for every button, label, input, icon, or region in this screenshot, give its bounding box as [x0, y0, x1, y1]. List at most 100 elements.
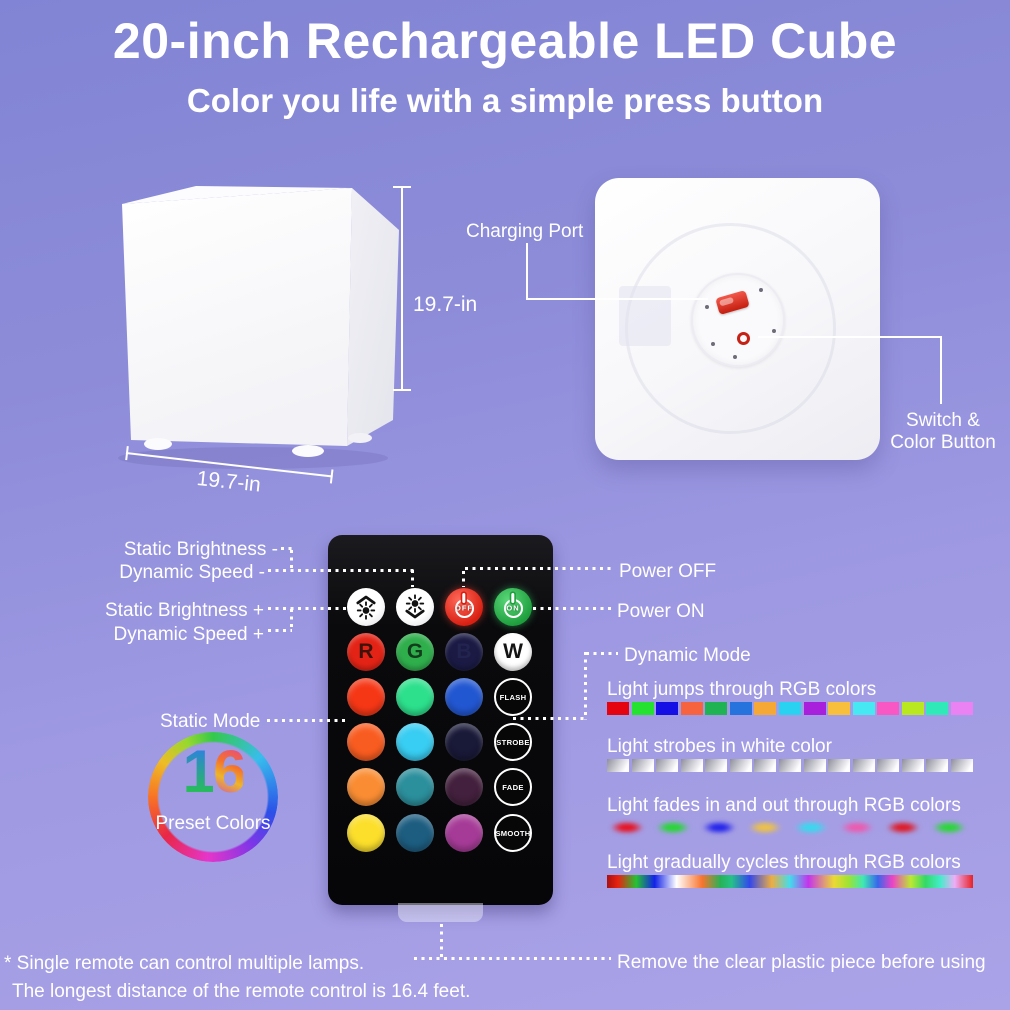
cube-front-view-image — [118, 186, 399, 469]
color-block — [656, 702, 679, 715]
switch-color-button-label: Switch & Color Button — [890, 410, 996, 454]
power-off-label: Power OFF — [619, 561, 717, 582]
callout-dots — [584, 652, 587, 720]
callout-dots — [513, 717, 586, 720]
clear-plastic-tab — [398, 903, 483, 922]
mode-cycle: Light gradually cycles through RGB color… — [607, 852, 973, 888]
color-block — [901, 702, 924, 715]
color-button — [737, 332, 750, 345]
mode-strobe: Light strobes in white color — [607, 736, 973, 772]
height-dimension-label: 19.7-in — [413, 293, 478, 316]
footnote-line1: * Single remote can control multiple lam… — [4, 953, 365, 974]
mode-strobe-label: Light strobes in white color — [607, 736, 832, 757]
strobe-block — [680, 759, 703, 772]
color-block — [680, 702, 703, 715]
mode-button-strobe: STROBE — [494, 723, 532, 761]
callout-dots — [414, 957, 611, 960]
switch-leader — [940, 336, 942, 404]
preset-caption: Preset Colors — [155, 813, 271, 834]
mode-cycle-label: Light gradually cycles through RGB color… — [607, 852, 961, 873]
callout-dots — [290, 609, 293, 631]
mode-cycle-strip — [607, 875, 973, 888]
callout-dots — [268, 607, 347, 610]
mode-strobe-strip — [607, 759, 973, 772]
color-button — [445, 814, 483, 852]
color-block — [607, 702, 630, 715]
color-button — [347, 678, 385, 716]
dynamic-speed-minus-label: Dynamic Speed - — [119, 562, 265, 583]
mode-fade-strip — [607, 820, 973, 835]
color-button — [396, 723, 434, 761]
remote-control-image: OFF ON R G B W FLASH STROBE FADE SMOOTH — [328, 535, 553, 905]
dynamic-mode-label: Dynamic Mode — [624, 645, 751, 666]
strobe-block — [926, 759, 949, 772]
color-button — [396, 678, 434, 716]
power-off-button: OFF — [445, 588, 483, 626]
mode-jump: Light jumps through RGB colors — [607, 679, 973, 715]
mode-button-smooth: SMOOTH — [494, 814, 532, 852]
color-button — [347, 768, 385, 806]
fade-blob — [699, 820, 739, 835]
strobe-block — [803, 759, 826, 772]
strobe-block — [754, 759, 777, 772]
callout-dots — [281, 547, 295, 550]
preset-colors-ring — [148, 732, 278, 862]
color-block — [828, 702, 851, 715]
color-block — [705, 702, 728, 715]
callout-dots — [440, 924, 443, 959]
strobe-block — [705, 759, 728, 772]
callout-dots — [268, 629, 292, 632]
brightness-up-button — [347, 588, 385, 626]
fade-blob — [929, 820, 969, 835]
strobe-block — [828, 759, 851, 772]
letter-button-g: G — [396, 633, 434, 671]
strobe-block — [901, 759, 924, 772]
static-brightness-minus-label: Static Brightness - — [123, 539, 278, 560]
page-subtitle: Color you life with a simple press butto… — [186, 82, 824, 119]
strobe-block — [950, 759, 973, 772]
color-block — [926, 702, 949, 715]
fade-blob — [745, 820, 785, 835]
fade-blob — [837, 820, 877, 835]
charging-port-leader — [526, 298, 708, 300]
callout-dots — [268, 569, 415, 572]
color-button — [396, 768, 434, 806]
callout-dots — [586, 652, 618, 655]
color-button — [347, 814, 385, 852]
letter-button-b: B — [445, 633, 483, 671]
color-block — [754, 702, 777, 715]
dimension-cap — [393, 389, 411, 391]
page-title: 20-inch Rechargeable LED Cube — [112, 13, 898, 69]
bottom-side-tab — [619, 286, 671, 346]
color-block — [852, 702, 875, 715]
dimension-cap — [393, 186, 411, 188]
color-block — [729, 702, 752, 715]
strobe-block — [607, 759, 630, 772]
mode-button-fade: FADE — [494, 768, 532, 806]
control-panel — [691, 273, 785, 367]
fade-blob — [791, 820, 831, 835]
color-block — [877, 702, 900, 715]
color-button — [445, 768, 483, 806]
remove-plastic-note: Remove the clear plastic piece before us… — [617, 952, 986, 973]
mode-fade-label: Light fades in and out through RGB color… — [607, 795, 961, 816]
strobe-block — [631, 759, 654, 772]
static-brightness-plus-label: Static Brightness + — [105, 600, 264, 621]
mode-jump-strip — [607, 702, 973, 715]
callout-dots — [290, 550, 293, 572]
callout-dots — [411, 570, 414, 587]
mode-fade: Light fades in and out through RGB color… — [607, 795, 973, 835]
power-on-button: ON — [494, 588, 532, 626]
height-dimension-line — [401, 187, 403, 391]
width-dimension-label: 19.7-in — [195, 467, 262, 497]
letter-button-r: R — [347, 633, 385, 671]
strobe-block — [729, 759, 752, 772]
dynamic-speed-plus-label: Dynamic Speed + — [113, 624, 265, 645]
color-button — [396, 814, 434, 852]
preset-count: 16 — [182, 738, 247, 805]
power-on-label: Power ON — [617, 601, 705, 622]
charging-port-leader — [526, 243, 528, 300]
brightness-down-button — [396, 588, 434, 626]
charging-port-label: Charging Port — [466, 221, 584, 242]
